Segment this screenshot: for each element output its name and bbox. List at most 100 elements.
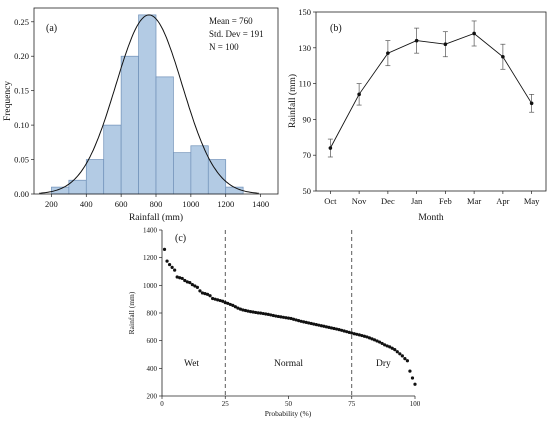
- y-axis-title-c: Rainfall (mm): [127, 291, 136, 334]
- rainfall-point: [165, 259, 169, 263]
- y-tick-label-a: 0.05: [14, 155, 29, 165]
- x-axis-title-c: Probability (%): [265, 409, 312, 418]
- y-tick-label-c: 200: [147, 393, 158, 401]
- rainfall-point: [377, 340, 382, 344]
- y-tick-label-c: 1000: [143, 282, 158, 290]
- rainfall-point: [213, 297, 217, 301]
- histogram-bar: [103, 124, 122, 195]
- rainfall-point: [297, 319, 301, 323]
- rainfall-point: [233, 305, 237, 309]
- rainfall-point: [162, 247, 167, 251]
- rainfall-point: [375, 339, 379, 343]
- x-tick-label-c: 100: [410, 400, 421, 408]
- rainfall-point: [307, 321, 311, 325]
- y-axis-title-b: Rainfall (mm): [287, 74, 298, 128]
- y-tick-label-c: 800: [147, 310, 158, 318]
- x-tick-label-a: 1000: [182, 199, 199, 209]
- rainfall-point: [362, 334, 366, 338]
- histogram-bar: [85, 159, 105, 195]
- rainfall-point: [413, 382, 417, 386]
- rainfall-point: [231, 303, 235, 307]
- histogram-panel: 200 400 600 800 1000 1200 1400 0.00 0.05 0.10 0.1…: [3, 7, 279, 223]
- y-axis-ticks-a: 0.00 0.05 0.10 0.15 0.20 0.25: [14, 17, 34, 199]
- y-tick-label-c: 1400: [143, 227, 158, 235]
- y-tick-label-a: 0.10: [14, 120, 29, 130]
- rainfall-point: [393, 348, 397, 352]
- rainfall-point: [170, 265, 174, 269]
- rainfall-point: [266, 312, 270, 316]
- rainfall-point: [248, 310, 253, 314]
- y-tick-label-c: 1200: [143, 254, 158, 262]
- rainfall-point: [370, 337, 374, 341]
- rainfall-point: [175, 275, 179, 279]
- x-axis-title-a: Rainfall (mm): [129, 212, 183, 223]
- stat-n: N = 100: [209, 42, 239, 52]
- rainfall-point: [195, 285, 200, 290]
- rainfall-point: [380, 341, 384, 346]
- rainfall-point: [276, 314, 280, 319]
- rainfall-point: [238, 307, 243, 311]
- y-tick-label-b: 50: [303, 186, 312, 196]
- rainfall-point: [395, 350, 399, 354]
- x-tick-label-b: Jan: [411, 196, 423, 206]
- histogram-bar: [207, 159, 227, 195]
- rainfall-point: [180, 276, 184, 281]
- rainfall-point: [254, 310, 258, 315]
- rainfall-point: [289, 316, 293, 321]
- rainfall-point: [309, 321, 313, 326]
- panel-label-a: (a): [46, 23, 57, 34]
- rainfall-point: [327, 325, 331, 329]
- rainfall-points: [162, 247, 417, 386]
- rainfall-point: [198, 289, 202, 293]
- rainfall-point: [365, 335, 369, 339]
- y-tick-label-a: 0.00: [14, 189, 29, 199]
- rainfall-point: [291, 317, 296, 321]
- y-tick-label-b: 150: [298, 7, 311, 17]
- rainfall-point: [221, 299, 225, 303]
- rainfall-point: [319, 324, 323, 328]
- histogram-bar: [225, 186, 244, 195]
- stat-std-dev: Std. Dev = 191: [209, 29, 264, 39]
- rainfall-point: [241, 308, 245, 312]
- rainfall-point: [390, 346, 394, 350]
- rainfall-point: [385, 344, 389, 348]
- rainfall-point: [226, 301, 230, 305]
- x-tick-label-a: 200: [45, 199, 58, 209]
- normal-fit-curve: [39, 14, 259, 194]
- histogram-bar: [138, 14, 157, 195]
- threshold-lines: [224, 230, 353, 396]
- rainfall-point: [223, 301, 227, 305]
- x-tick-label-c: 0: [160, 400, 164, 408]
- rainfall-point: [398, 352, 402, 356]
- rainfall-point: [408, 369, 412, 373]
- y-tick-label-a: 0.25: [14, 17, 29, 27]
- y-tick-label-b: 70: [303, 150, 312, 160]
- histogram-bar: [120, 55, 139, 195]
- rainfall-point: [264, 312, 268, 316]
- rainfall-point: [332, 326, 336, 331]
- rainfall-point: [218, 298, 222, 303]
- rainfall-point: [304, 320, 308, 325]
- rainfall-point: [236, 306, 240, 310]
- data-point: [529, 101, 534, 106]
- rainfall-point: [200, 291, 205, 295]
- rainfall-point: [299, 319, 303, 323]
- rainfall-point: [279, 315, 283, 319]
- y-tick-label-b: 90: [303, 114, 312, 124]
- y-tick-label-c: 400: [147, 365, 158, 373]
- rainfall-point: [312, 322, 316, 326]
- rainfall-point: [337, 328, 341, 332]
- rainfall-point: [302, 320, 306, 324]
- rainfall-point: [216, 298, 220, 302]
- rainfall-point: [281, 315, 286, 319]
- rainfall-point: [274, 314, 278, 318]
- rainfall-point: [317, 323, 321, 327]
- rainfall-point: [372, 338, 377, 342]
- rainfall-point: [367, 336, 372, 340]
- rainfall-point: [322, 324, 326, 328]
- x-axis-ticks-c: 0 25 50 75 100: [160, 396, 421, 408]
- rainfall-point: [345, 330, 349, 334]
- rainfall-point: [410, 376, 415, 380]
- rainfall-point: [342, 329, 346, 333]
